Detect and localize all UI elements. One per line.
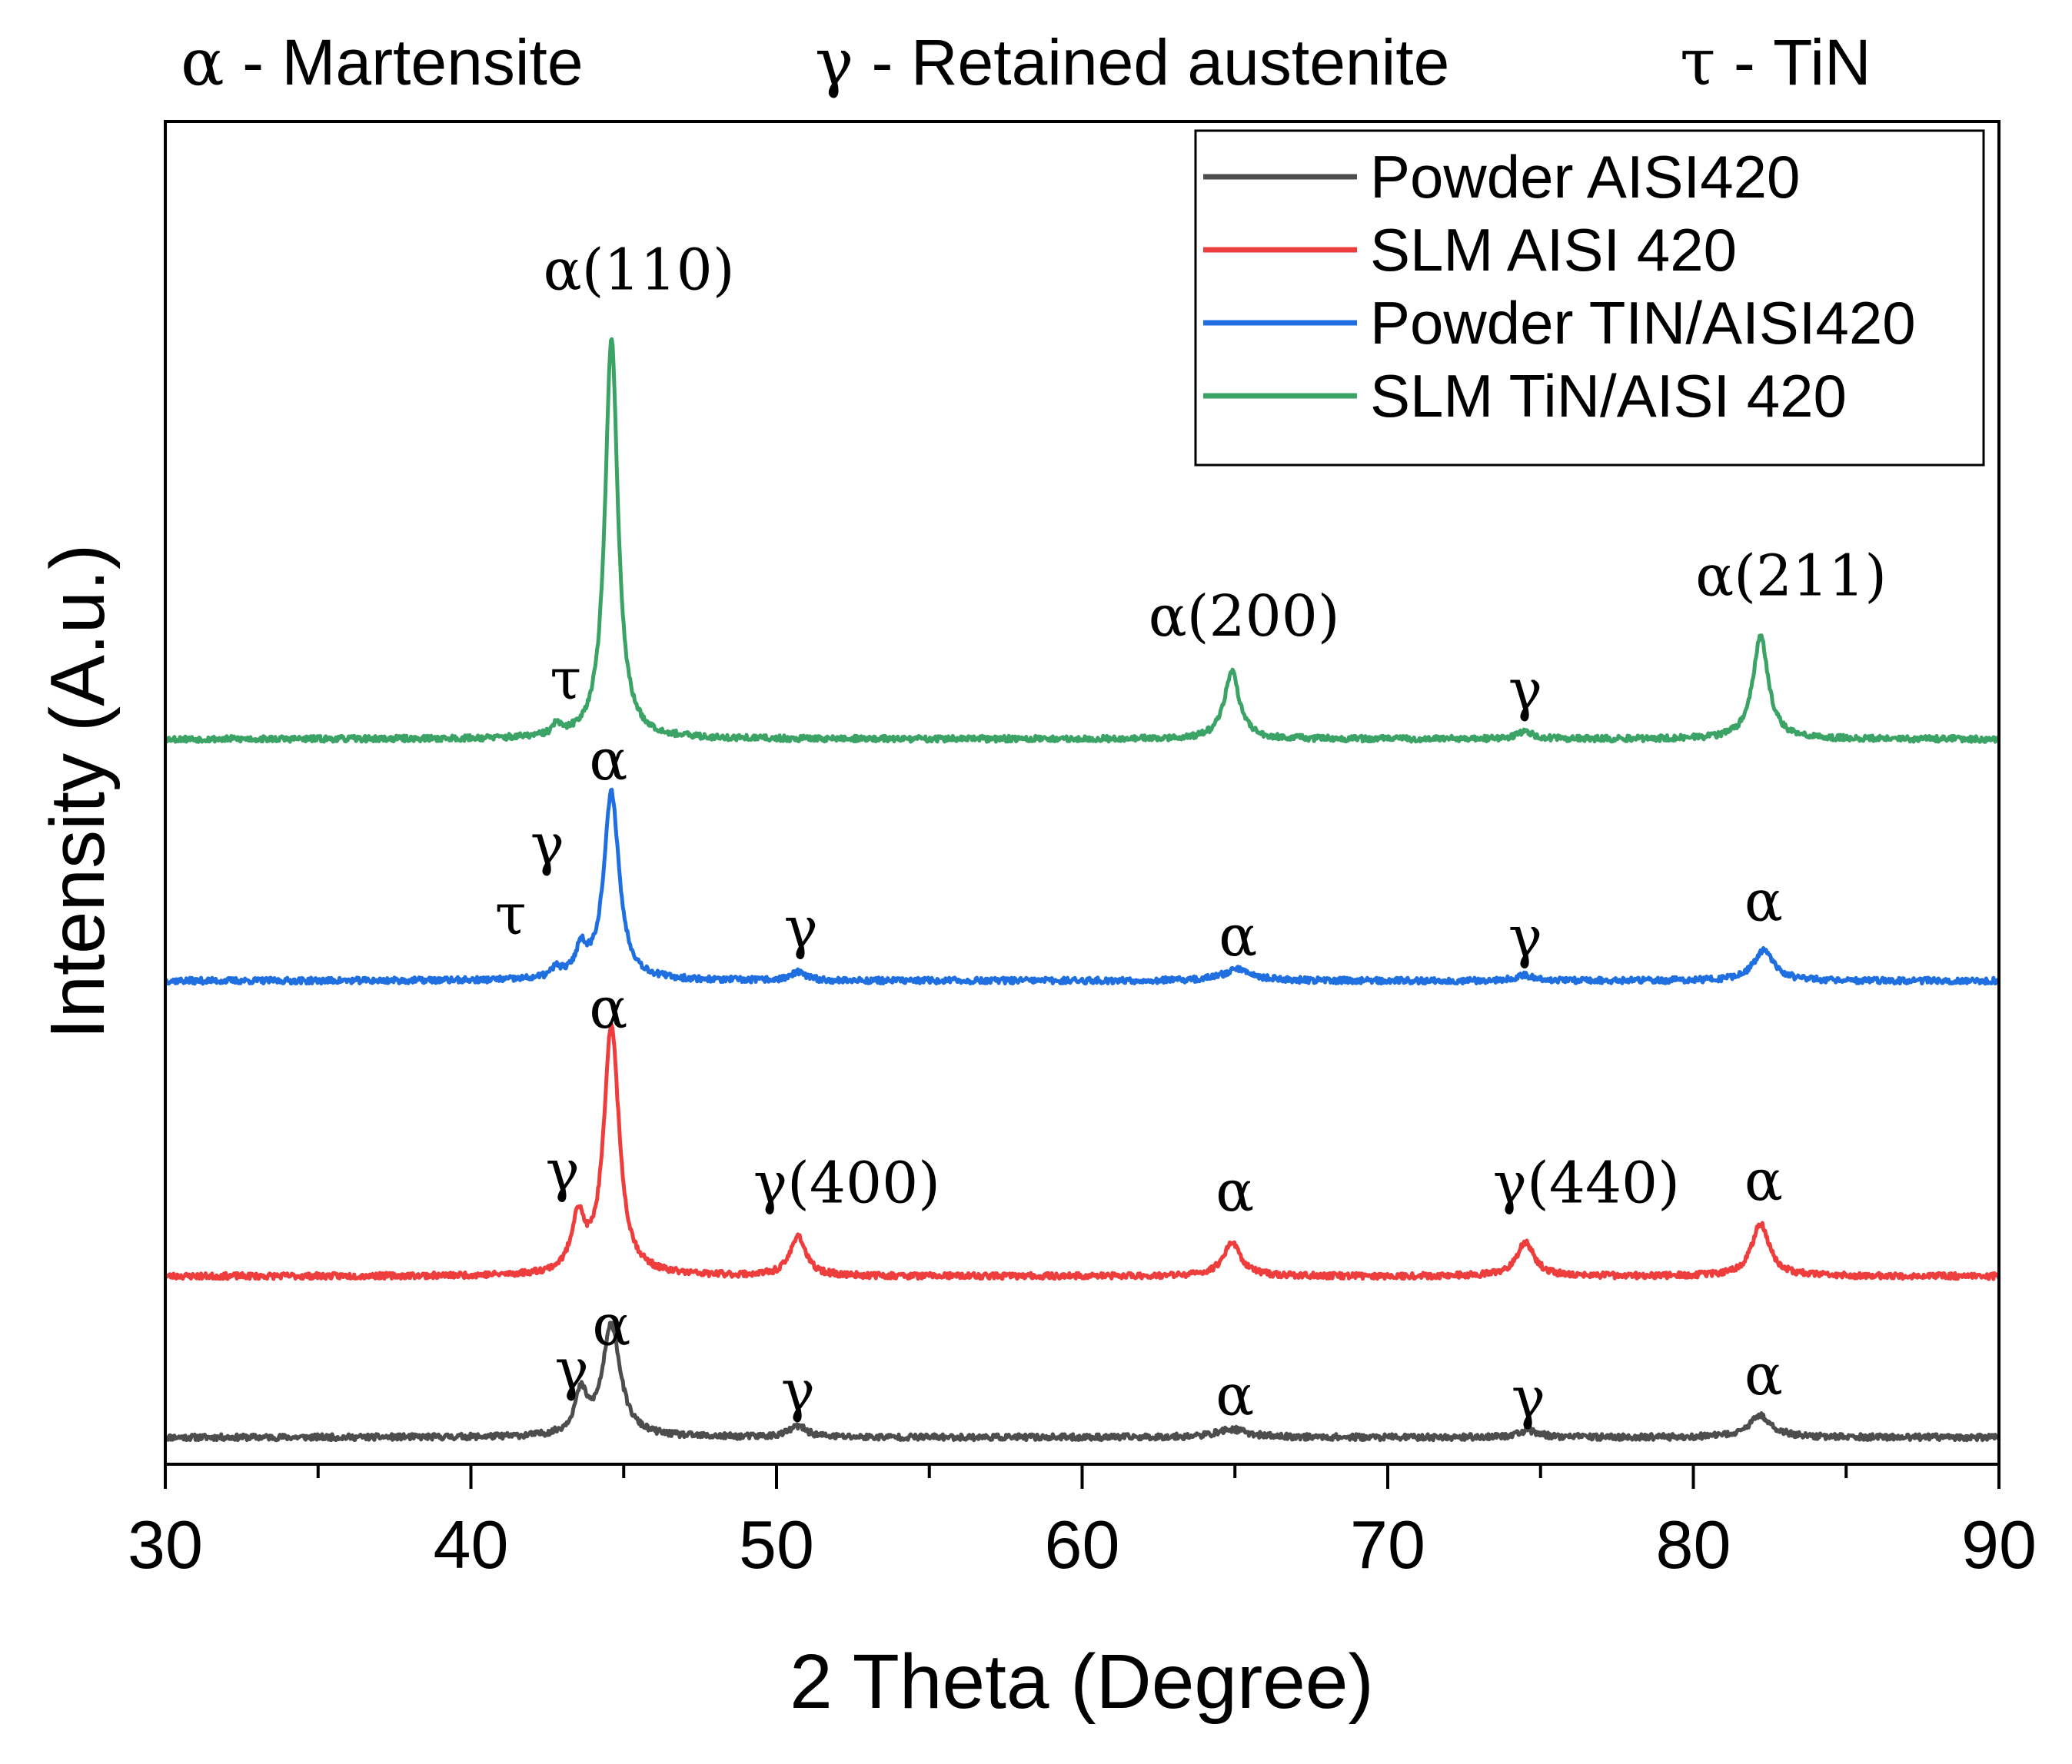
- peak-label-5: α: [589, 727, 627, 793]
- header-tin: τ - TiN: [1680, 25, 1871, 100]
- x-tick-label-80: 80: [1656, 1507, 1731, 1583]
- peak-label-17: α: [1744, 1148, 1783, 1214]
- peak-label-15: α: [1216, 1158, 1254, 1224]
- peak-label-2: α(200): [1149, 583, 1340, 649]
- x-axis-ticks: 30 40 50 60 70 80 90: [128, 1464, 2037, 1583]
- peak-label-10: γ: [1508, 905, 1542, 971]
- series-line-2: [163, 787, 2001, 986]
- peak-label-4: α(211): [1695, 543, 1887, 610]
- series-layer: [163, 337, 2001, 1443]
- peak-label-20: γ: [781, 1358, 815, 1424]
- peak-label-13: γ: [546, 1138, 580, 1204]
- legend-label-2: Powder TIN/AISI420: [1370, 289, 1916, 357]
- peak-label-8: γ: [784, 895, 818, 961]
- x-tick-label-40: 40: [434, 1507, 509, 1583]
- x-tick-label-30: 30: [128, 1507, 203, 1583]
- legend-box: [1194, 129, 1985, 467]
- x-tick-label-60: 60: [1045, 1507, 1120, 1583]
- peak-label-14: γ(400): [753, 1150, 940, 1216]
- y-axis-title: Intensity (A.u.): [35, 544, 121, 1040]
- legend-label-1: SLM AISI 420: [1370, 216, 1737, 284]
- peak-label-7: τ: [495, 882, 527, 948]
- peak-label-11: α: [1744, 868, 1783, 934]
- series-line-0: [164, 1321, 2001, 1443]
- series-line-3: [164, 337, 2001, 744]
- peak-label-19: γ: [555, 1337, 589, 1403]
- x-tick-label-70: 70: [1350, 1507, 1425, 1583]
- header-austenite: γ - Retained austenite: [815, 25, 1449, 100]
- peak-label-23: α: [1744, 1342, 1783, 1408]
- peak-label-9: α: [1219, 903, 1257, 969]
- x-tick-label-90: 90: [1961, 1507, 2037, 1583]
- peak-label-3: γ: [1508, 657, 1542, 723]
- header-martensite: α - Martensite: [181, 25, 584, 100]
- peak-label-18: α: [592, 1293, 630, 1359]
- x-tick-label-50: 50: [739, 1507, 814, 1583]
- peak-label-6: γ: [530, 812, 564, 878]
- peak-label-0: α(110): [544, 237, 735, 303]
- x-axis-title: 2 Theta (Degree): [790, 1639, 1374, 1725]
- peak-label-12: α: [589, 975, 627, 1041]
- series-line-1: [164, 1022, 2001, 1281]
- legend-label-3: SLM TiN/AISI 420: [1370, 362, 1847, 430]
- peak-label-21: α: [1216, 1362, 1254, 1428]
- phase-header: α - Martensite γ - Retained austenite τ …: [181, 25, 1871, 100]
- peak-label-22: γ: [1512, 1365, 1545, 1431]
- peak-label-1: τ: [550, 646, 581, 713]
- peak-label-16: γ(440): [1493, 1150, 1680, 1216]
- legend-label-0: Powder AISI420: [1370, 143, 1800, 211]
